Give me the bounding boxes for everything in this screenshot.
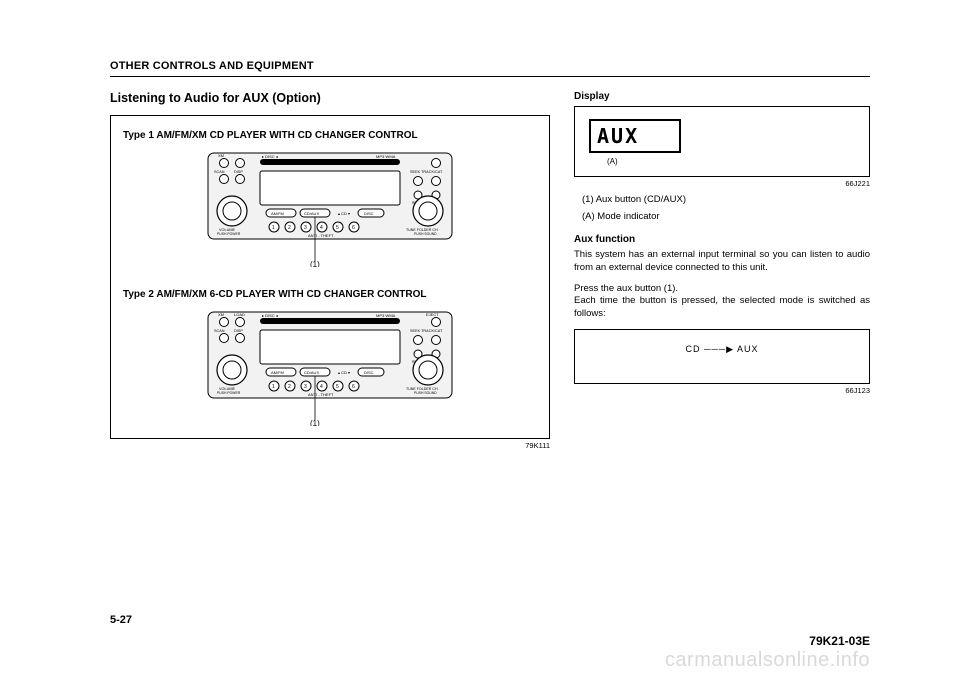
svg-text:4: 4 — [320, 384, 323, 390]
svg-text:6: 6 — [352, 225, 355, 231]
svg-text:CD/AUX: CD/AUX — [304, 211, 319, 216]
legend-1: (1) Aux button (CD/AUX) — [582, 194, 870, 205]
svg-text:XM: XM — [218, 312, 224, 317]
svg-text:AM/FM: AM/FM — [271, 211, 284, 216]
svg-text:PUSH SOUND: PUSH SOUND — [414, 391, 437, 395]
svg-text:CD/AUX: CD/AUX — [304, 370, 319, 375]
display-heading: Display — [574, 91, 870, 102]
svg-text:(1): (1) — [310, 260, 320, 267]
lcd-panel: AUX — [589, 119, 681, 153]
press-line-1: Press the aux button (1). — [574, 283, 870, 296]
content-columns: Listening to Audio for AUX (Option) Type… — [110, 91, 870, 450]
svg-text:SCAN: SCAN — [214, 329, 225, 333]
svg-text:3: 3 — [304, 225, 307, 231]
display-figure-box: AUX (A) — [574, 106, 870, 177]
svg-text:DISP: DISP — [234, 170, 243, 174]
svg-text:5: 5 — [336, 225, 339, 231]
lcd-text: AUX — [597, 124, 639, 148]
svg-text:PUSH SOUND: PUSH SOUND — [414, 232, 437, 236]
header-section: OTHER CONTROLS AND EQUIPMENT — [110, 60, 870, 72]
svg-text:▴ CD ▾: ▴ CD ▾ — [338, 370, 350, 375]
radio-type2-figure: ▸ DISC ◂ MP3·WMA XM LOAD EJECT SCAN DISP — [123, 308, 537, 426]
svg-text:4: 4 — [320, 225, 323, 231]
left-column: Listening to Audio for AUX (Option) Type… — [110, 91, 550, 450]
section-title: Listening to Audio for AUX (Option) — [110, 91, 550, 105]
radio-figures-box: Type 1 AM/FM/XM CD PLAYER WITH CD CHANGE… — [110, 115, 550, 439]
svg-text:▴ CD ▾: ▴ CD ▾ — [338, 211, 350, 216]
legend-a: (A) Mode indicator — [582, 211, 870, 222]
svg-text:2: 2 — [288, 225, 291, 231]
svg-text:(1): (1) — [310, 419, 320, 426]
page-number: 5-27 — [110, 614, 132, 626]
type1-label: Type 1 AM/FM/XM CD PLAYER WITH CD CHANGE… — [123, 130, 537, 141]
type2-label: Type 2 AM/FM/XM 6-CD PLAYER WITH CD CHAN… — [123, 289, 537, 300]
annotation-a: (A) — [607, 157, 855, 166]
radio-type2-svg: ▸ DISC ◂ MP3·WMA XM LOAD EJECT SCAN DISP — [200, 308, 460, 426]
svg-text:3: 3 — [304, 384, 307, 390]
svg-text:SEEK TRACK/CAT: SEEK TRACK/CAT — [410, 170, 443, 174]
svg-text:MP3·WMA: MP3·WMA — [376, 313, 396, 318]
watermark: carmanualsonline.info — [665, 649, 870, 672]
svg-text:MP3·WMA: MP3·WMA — [376, 154, 396, 159]
mode-cd: CD — [685, 344, 700, 354]
svg-text:SCAN: SCAN — [214, 170, 225, 174]
document-code: 79K21-03E — [809, 634, 870, 648]
right-column: Display AUX (A) 66J221 (1) Aux button (C… — [574, 91, 870, 450]
aux-function-heading: Aux function — [574, 234, 870, 245]
svg-text:PUSH POWER: PUSH POWER — [217, 391, 241, 395]
header-rule — [110, 76, 870, 77]
mode-switch-box: CD ───▶ AUX — [574, 329, 870, 384]
svg-text:SEEK TRACK/CAT: SEEK TRACK/CAT — [410, 329, 443, 333]
radio-type1-svg: ▸ DISC ◂ MP3·WMA XM SCAN — [200, 149, 460, 267]
aux-function-body: This system has an external input termin… — [574, 249, 870, 275]
svg-text:▸ DISC ◂: ▸ DISC ◂ — [262, 313, 278, 318]
svg-text:LOAD: LOAD — [234, 312, 245, 317]
svg-text:XM: XM — [218, 153, 224, 158]
svg-text:1: 1 — [272, 384, 275, 390]
figure-code-left: 79K111 — [110, 441, 550, 450]
svg-text:DISP: DISP — [234, 329, 243, 333]
figure-code-display: 66J221 — [574, 179, 870, 188]
figure-code-mode: 66J123 — [574, 386, 870, 395]
svg-text:PUSH POWER: PUSH POWER — [217, 232, 241, 236]
svg-text:EJECT: EJECT — [426, 312, 439, 317]
mode-flow: CD ───▶ AUX — [593, 344, 851, 355]
arrow-right-icon: ───▶ — [704, 344, 737, 354]
svg-text:ANTI - THEFT: ANTI - THEFT — [308, 392, 334, 397]
svg-text:AM/FM: AM/FM — [271, 370, 284, 375]
press-line-2: Each time the button is pressed, the sel… — [574, 295, 870, 321]
manual-page: OTHER CONTROLS AND EQUIPMENT Listening t… — [0, 0, 960, 678]
mode-aux: AUX — [737, 344, 759, 354]
svg-text:5: 5 — [336, 384, 339, 390]
svg-text:▸ DISC ◂: ▸ DISC ◂ — [262, 154, 278, 159]
svg-text:1: 1 — [272, 225, 275, 231]
svg-text:DISC: DISC — [364, 211, 374, 216]
svg-text:6: 6 — [352, 384, 355, 390]
svg-text:DISC: DISC — [364, 370, 374, 375]
radio-type1-figure: ▸ DISC ◂ MP3·WMA XM SCAN — [123, 149, 537, 267]
svg-text:ANTI - THEFT: ANTI - THEFT — [308, 233, 334, 238]
svg-text:2: 2 — [288, 384, 291, 390]
